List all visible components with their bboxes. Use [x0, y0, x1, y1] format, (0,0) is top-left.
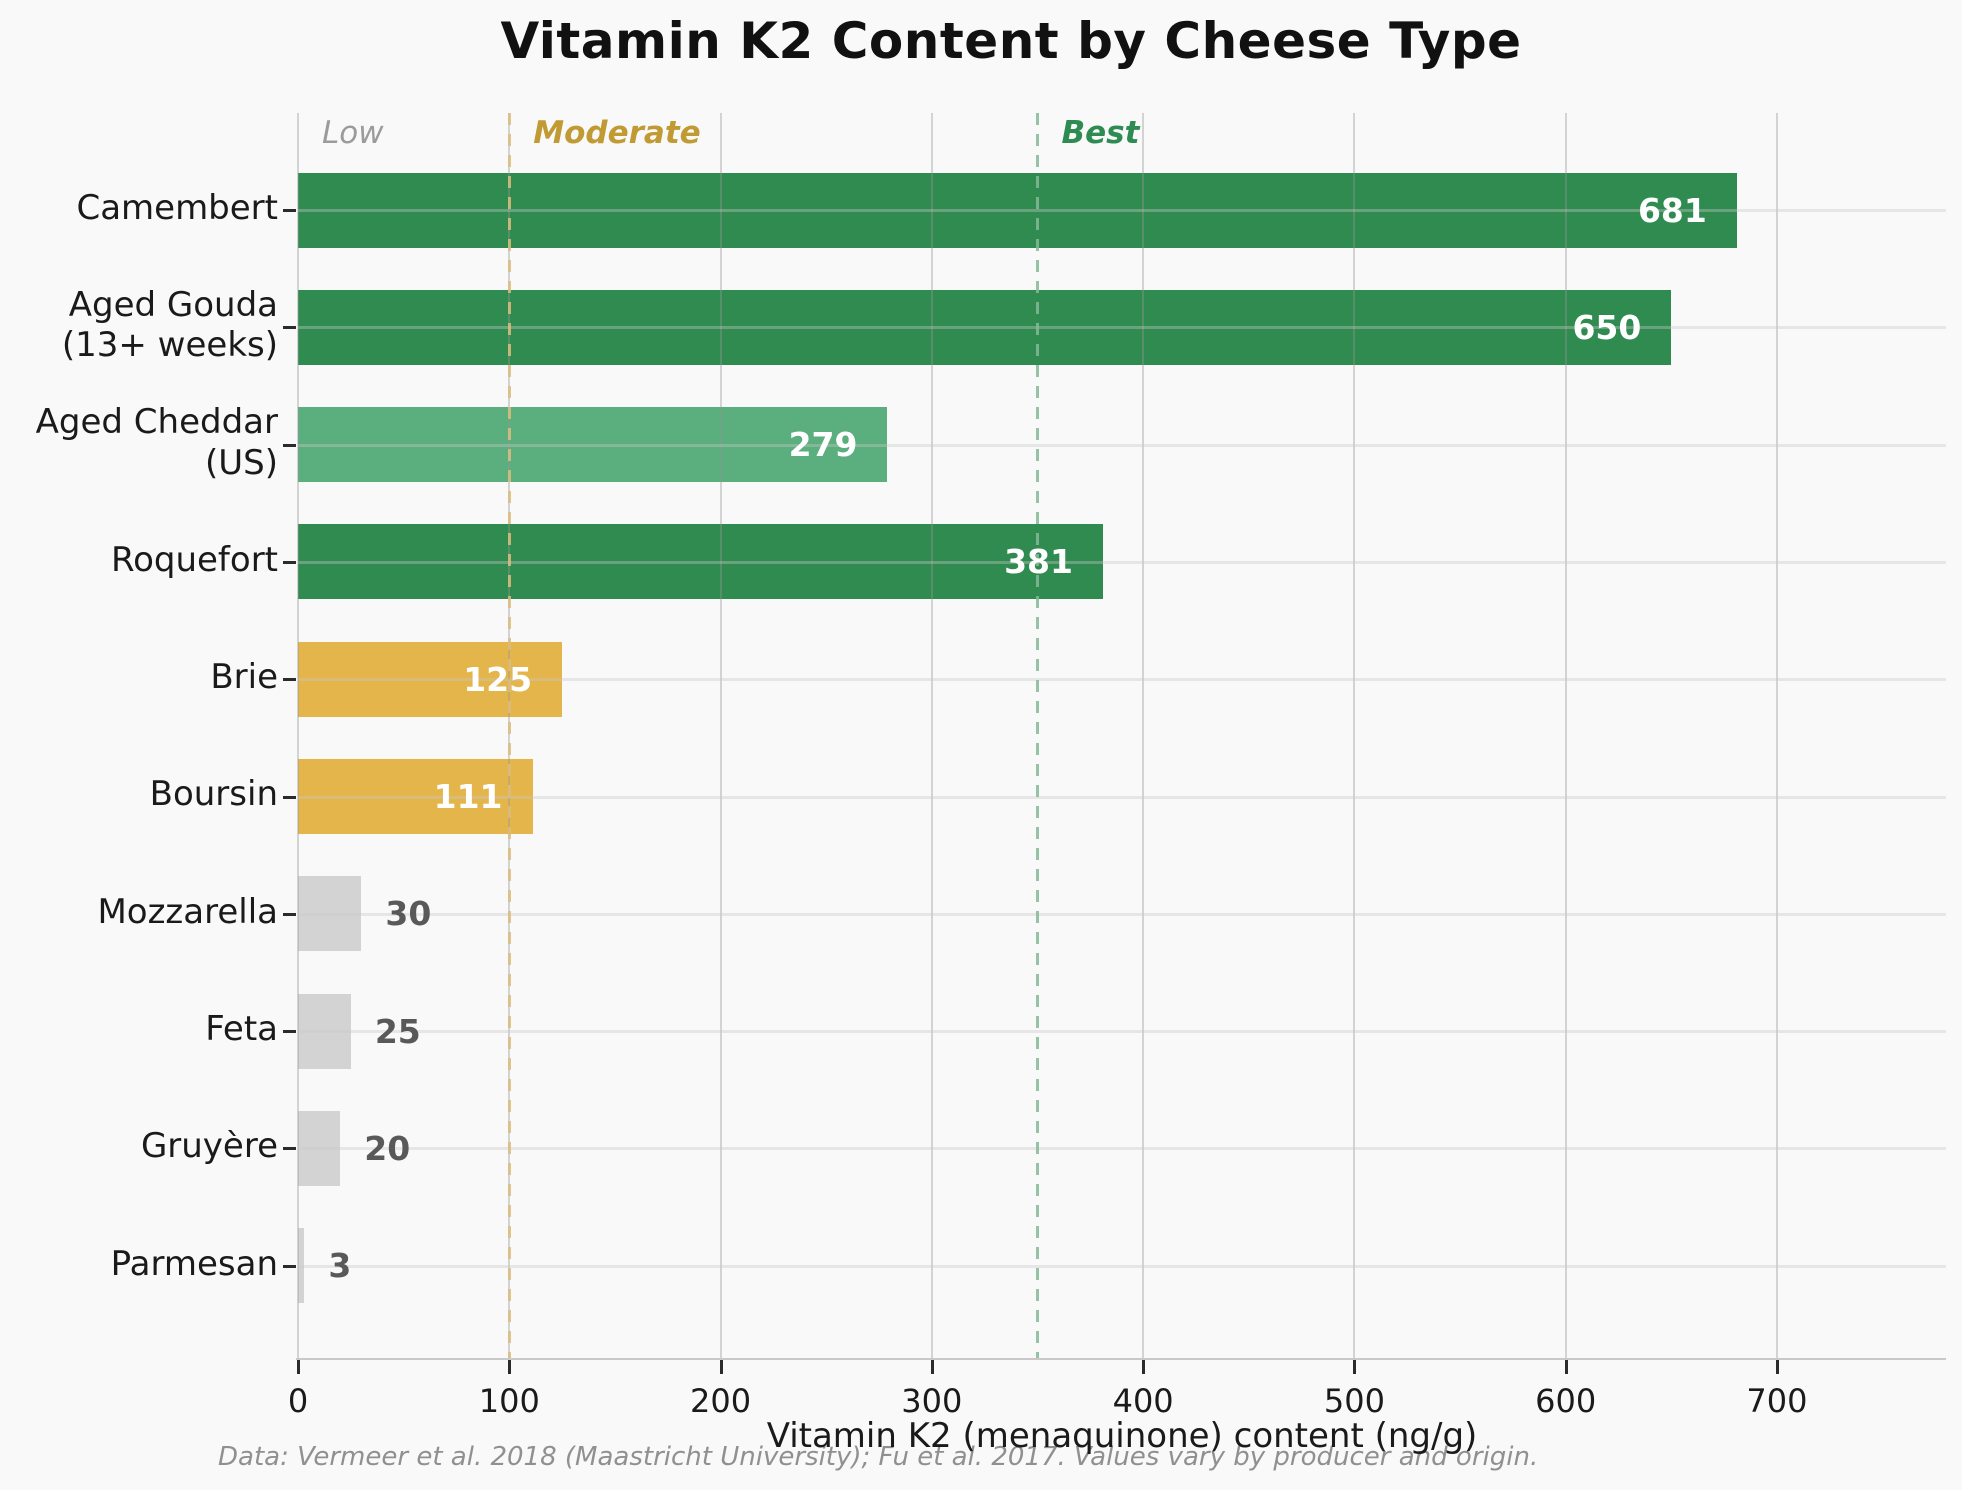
gridline-row: [298, 1264, 1946, 1268]
bar-parmesan: [298, 1228, 305, 1304]
category-label: Feta: [205, 1009, 278, 1050]
x-tick-label: 600: [1535, 1382, 1597, 1420]
bar-brie: [298, 641, 563, 717]
y-tick-mark: [283, 209, 296, 212]
x-tick-label: 0: [287, 1382, 309, 1420]
bar-value-label: 279: [788, 425, 858, 465]
chart-title: Vitamin K2 Content by Cheese Type: [500, 12, 1522, 70]
x-tick-label: 400: [1112, 1382, 1174, 1420]
x-axis-title: Vitamin K2 (menaquinone) content (ng/g): [766, 1416, 1478, 1456]
bar-value-label: 111: [433, 777, 503, 816]
category-label: Aged Cheddar (US): [35, 402, 278, 483]
x-tick-label: 700: [1746, 1382, 1808, 1420]
x-tick-mark: [1142, 1360, 1146, 1374]
category-label: Roquefort: [110, 539, 278, 580]
y-tick-mark: [283, 326, 296, 330]
bar-value-label: 30: [385, 894, 432, 934]
x-tick-mark: [1564, 1360, 1568, 1374]
gridline-x-700: [1775, 113, 1778, 1358]
category-label: Mozzarella: [97, 891, 278, 932]
bar-boursin: [298, 759, 533, 834]
bar-value-label: 25: [374, 1011, 421, 1051]
x-tick-mark: [1775, 1360, 1779, 1374]
x-tick-label: 200: [690, 1382, 752, 1420]
bar-gruy-re: [298, 1110, 341, 1186]
category-label: Gruyère: [140, 1126, 278, 1167]
y-tick-mark: [283, 1030, 296, 1034]
y-tick-mark: [283, 678, 296, 682]
x-tick-label: 100: [478, 1382, 540, 1420]
y-tick-mark: [283, 1147, 296, 1151]
gridline-row: [298, 795, 1946, 799]
bar-value-label: 20: [364, 1128, 411, 1168]
zone-label-best: Best: [1061, 115, 1140, 151]
bar-roquefort: [298, 524, 1103, 600]
bar-value-label: 381: [1004, 542, 1073, 582]
y-tick-mark: [283, 443, 296, 447]
x-tick-mark: [930, 1360, 934, 1374]
x-tick-label: 300: [901, 1382, 963, 1420]
bar-aged-cheddar: [298, 407, 888, 483]
category-label: Camembert: [76, 187, 278, 228]
plot-area: 681 650 279 381 125 111 30 25 20 3 Low Moderate Best: [297, 113, 1946, 1358]
category-label: Aged Gouda (13+ weeks): [61, 285, 278, 366]
data-source-footnote: Data: Vermeer et al. 2018 (Maastricht Un…: [218, 1442, 1539, 1472]
y-tick-mark: [283, 560, 296, 564]
x-tick-mark: [1353, 1360, 1357, 1374]
category-label: Boursin: [149, 774, 278, 815]
x-tick-mark: [719, 1360, 723, 1374]
bar-value-label: 650: [1572, 307, 1642, 347]
y-tick-mark: [283, 1264, 296, 1268]
zone-label-moderate: Moderate: [533, 115, 701, 151]
zone-label-low: Low: [322, 115, 384, 151]
x-axis-spine: [296, 1358, 1946, 1360]
x-tick-label: 500: [1323, 1382, 1385, 1420]
bar-feta: [298, 993, 351, 1069]
gridline-row: [298, 912, 1946, 916]
bar-mozzarella: [298, 876, 362, 952]
y-tick-mark: [283, 795, 296, 799]
category-label: Parmesan: [110, 1243, 278, 1284]
gridline-row: [298, 1147, 1946, 1151]
x-tick-mark: [297, 1360, 300, 1374]
bar-aged-gouda: [298, 289, 1672, 365]
bar-camembert: [298, 172, 1737, 248]
category-label: Brie: [210, 657, 278, 698]
bar-value-label: 125: [463, 659, 533, 699]
bar-value-label: 3: [328, 1246, 352, 1286]
y-tick-mark: [283, 912, 296, 916]
gridline-row: [298, 1030, 1946, 1034]
bar-value-label: 681: [1637, 190, 1707, 230]
x-tick-mark: [508, 1360, 512, 1374]
